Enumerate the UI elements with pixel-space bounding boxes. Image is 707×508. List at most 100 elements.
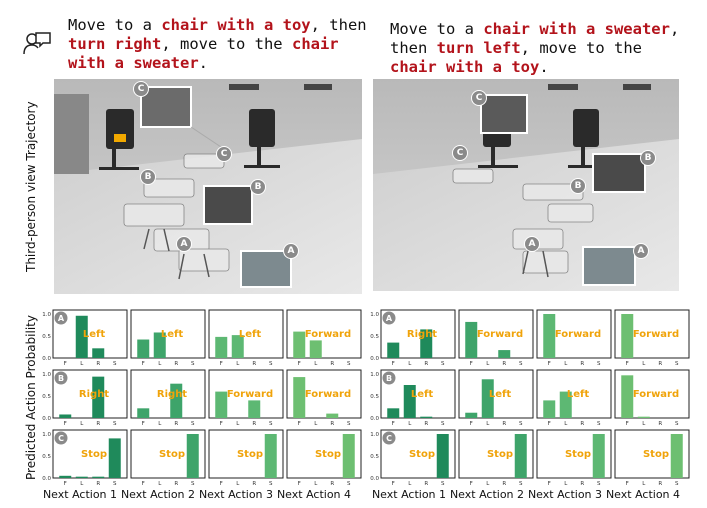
category-tick-label: L [158, 361, 162, 367]
y-tick-label: 0.0 [42, 476, 51, 482]
speech-bubble-icon [23, 32, 51, 55]
instruction-text: Move to a [68, 16, 162, 34]
chart-bar [387, 408, 400, 418]
category-tick-label: R [658, 481, 662, 487]
category-tick-label: F [64, 481, 67, 487]
chart-bar [215, 336, 228, 358]
category-tick-label: R [96, 421, 100, 427]
y-tick-label: 0.0 [370, 416, 379, 422]
waypoint-marker-c: C [452, 145, 468, 161]
category-tick-label: F [392, 361, 395, 367]
action-label: Right [79, 389, 109, 400]
chart-bar [59, 475, 72, 478]
waypoint-marker-a: A [176, 236, 192, 252]
category-tick-label: S [519, 481, 523, 487]
action-label: Left [83, 329, 106, 340]
category-tick-label: S [269, 481, 273, 487]
action-label: Stop [159, 449, 185, 460]
chart-bar [498, 350, 511, 358]
chart-bar [420, 416, 433, 418]
waypoint-marker-b: B [570, 178, 586, 194]
category-tick-label: S [519, 421, 523, 427]
category-tick-label: R [502, 421, 506, 427]
chart-bar [75, 315, 88, 358]
action-label: Left [411, 389, 434, 400]
category-tick-label: L [642, 481, 646, 487]
category-tick-label: R [252, 361, 256, 367]
category-tick-label: S [597, 421, 601, 427]
category-tick-label: S [441, 421, 445, 427]
instruction-highlight: chair with a toy [161, 16, 311, 34]
y-tick-label: 0.5 [42, 394, 51, 400]
instruction-text: . [198, 54, 208, 72]
category-tick-label: R [96, 361, 100, 367]
category-tick-label: S [597, 481, 601, 487]
category-tick-label: F [392, 421, 395, 427]
category-tick-label: S [347, 421, 351, 427]
row-marker-c [381, 430, 397, 446]
chart-frame [52, 369, 128, 419]
category-tick-label: S [597, 361, 601, 367]
chart-bar [592, 434, 605, 478]
y-tick-label: 0.0 [370, 476, 379, 482]
chart-bar [137, 339, 150, 358]
category-tick-label: L [158, 421, 162, 427]
chart-bar [59, 414, 72, 418]
category-tick-label: R [424, 361, 428, 367]
category-tick-label: F [142, 421, 145, 427]
waypoint-marker-b: B [140, 169, 156, 185]
category-tick-label: S [519, 361, 523, 367]
chart-bar [92, 376, 105, 418]
category-tick-label: F [298, 361, 301, 367]
action-label: Left [161, 329, 184, 340]
category-tick-label: S [113, 421, 117, 427]
chart-bar [231, 335, 244, 358]
waypoint-marker-a: A [283, 243, 299, 259]
action-label: Stop [409, 449, 435, 460]
chart-bar [170, 383, 183, 418]
category-tick-label: R [424, 481, 428, 487]
category-tick-label: S [191, 361, 195, 367]
category-tick-label: F [470, 361, 473, 367]
action-label: Left [239, 329, 262, 340]
instruction-text: , move to the [520, 39, 642, 57]
instruction-highlight: chair with a sweater [68, 35, 339, 72]
y-tick-label: 1.0 [42, 372, 51, 378]
row-marker-label: C [58, 434, 64, 443]
action-probability-charts: Left F L R S 0.0 0.5 1.0 A Left F L R S Left F L R S Forwar… [42, 309, 690, 487]
category-tick-label: R [580, 361, 584, 367]
column-label-left-1: Next Action 1 [42, 488, 118, 501]
category-tick-label: L [80, 481, 84, 487]
action-label: Right [157, 389, 187, 400]
y-tick-label: 0.5 [42, 334, 51, 340]
chart-bar [293, 377, 306, 418]
category-tick-label: L [236, 481, 240, 487]
category-tick-label: R [252, 481, 256, 487]
category-tick-label: S [113, 361, 117, 367]
category-tick-label: S [269, 421, 273, 427]
chart-frame [458, 369, 534, 419]
y-tick-label: 1.0 [370, 312, 379, 318]
action-label: Forward [633, 329, 679, 340]
category-tick-label: F [392, 481, 395, 487]
instruction-text: , then [390, 20, 680, 57]
category-tick-label: R [330, 361, 334, 367]
category-tick-label: L [236, 421, 240, 427]
column-label-right-4: Next Action 4 [605, 488, 681, 501]
category-tick-label: L [408, 481, 412, 487]
chart-bar [420, 329, 433, 358]
category-tick-label: S [269, 361, 273, 367]
waypoint-marker-a: A [633, 243, 649, 259]
row-marker-b [53, 370, 69, 386]
chart-bar [248, 400, 261, 418]
y-tick-label: 0.5 [370, 454, 379, 460]
category-tick-label: L [486, 421, 490, 427]
category-tick-label: L [80, 361, 84, 367]
category-tick-label: L [642, 361, 646, 367]
category-tick-label: F [220, 481, 223, 487]
category-tick-label: L [564, 421, 568, 427]
chart-bar [215, 391, 228, 418]
waypoint-marker-a: A [524, 236, 540, 252]
waypoint-marker-b: B [250, 179, 266, 195]
category-tick-label: R [252, 421, 256, 427]
